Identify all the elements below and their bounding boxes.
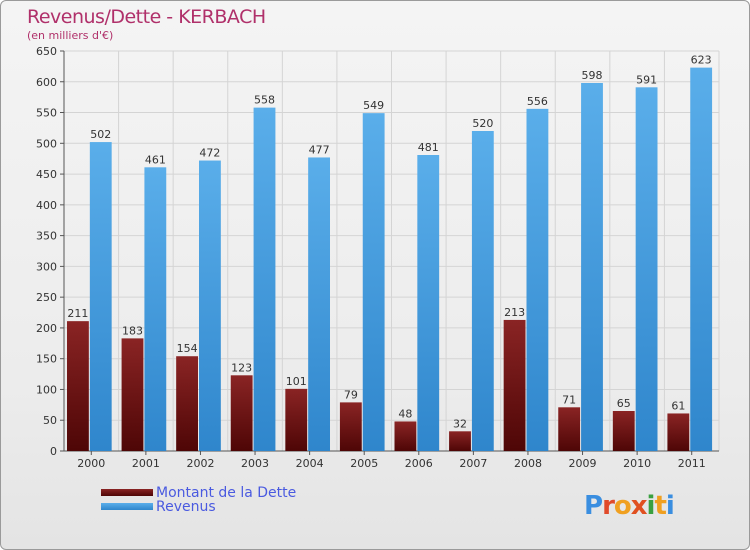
x-tick-label: 2001 (132, 457, 160, 470)
value-label-dette: 48 (398, 407, 412, 420)
bar-revenus (471, 131, 494, 451)
bar-revenus (89, 142, 112, 452)
y-tick-label: 650 (36, 45, 57, 58)
y-tick-label: 500 (36, 137, 57, 150)
bar-revenus (690, 67, 713, 451)
x-tick-label: 2005 (350, 457, 378, 470)
legend-label-dette: Montant de la Dette (156, 485, 297, 501)
value-label-dette: 32 (453, 417, 467, 430)
value-label-dette: 71 (562, 393, 576, 406)
bar-dette (394, 421, 417, 451)
bar-dette (612, 411, 635, 451)
bar-dette (176, 356, 198, 451)
y-tick-label: 600 (36, 76, 57, 89)
y-tick-label: 400 (36, 199, 57, 212)
value-label-revenus: 558 (254, 94, 275, 107)
value-label-dette: 183 (122, 324, 143, 337)
bar-revenus (635, 87, 658, 452)
bar-dette (667, 413, 690, 451)
x-tick-label: 2003 (241, 457, 269, 470)
chart-title: Revenus/Dette - KERBACH (27, 6, 266, 28)
value-label-revenus: 461 (145, 153, 166, 166)
y-tick-label: 550 (36, 107, 57, 120)
bar-dette (558, 407, 581, 451)
value-label-dette: 154 (177, 342, 198, 355)
bar-revenus (526, 108, 549, 451)
y-tick-label: 100 (36, 383, 57, 396)
bar-revenus (362, 113, 385, 452)
value-label-revenus: 591 (636, 73, 657, 86)
chart-subtitle: (en milliers d'€) (27, 29, 114, 42)
bar-dette (503, 319, 526, 451)
legend-label-revenus: Revenus (156, 499, 216, 515)
x-tick-label: 2011 (678, 457, 706, 470)
bar-dette (449, 431, 471, 451)
x-tick-label: 2004 (296, 457, 324, 470)
logo-letter: x (630, 491, 648, 521)
axes: 0 50 100 150 200 250 300 350 400 450 500 550 600 650 2… (36, 45, 719, 470)
x-tick-label: 2007 (459, 457, 487, 470)
bars (67, 67, 713, 452)
value-label-dette: 123 (231, 361, 252, 374)
value-label-dette: 213 (504, 306, 525, 319)
x-tick-label: 2000 (77, 457, 105, 470)
y-tick-label: 150 (36, 353, 57, 366)
y-tick-label: 200 (36, 322, 57, 335)
value-label-revenus: 556 (527, 95, 548, 108)
value-label-revenus: 598 (582, 69, 603, 82)
bar-revenus (253, 107, 276, 451)
logo-letter: P (584, 491, 603, 521)
bar-dette (121, 338, 144, 451)
value-label-dette: 61 (671, 399, 685, 412)
value-label-revenus: 477 (309, 143, 330, 156)
legend-swatch-dette (101, 489, 153, 496)
logo-letter: t (654, 491, 666, 521)
value-label-revenus: 520 (472, 117, 493, 130)
value-label-revenus: 623 (691, 54, 712, 67)
value-label-dette: 65 (617, 397, 631, 410)
value-label-revenus: 502 (90, 128, 111, 141)
y-tick-label: 350 (36, 230, 57, 243)
y-tick-label: 450 (36, 168, 57, 181)
bar-dette (67, 321, 89, 451)
bar-dette (230, 375, 253, 451)
legend-swatch-revenus (101, 503, 153, 510)
proxiti-logo: Proxiti (584, 491, 675, 521)
bar-revenus (144, 167, 167, 452)
value-label-revenus: 481 (418, 141, 439, 154)
x-tick-label: 2006 (405, 457, 433, 470)
y-tick-label: 50 (43, 414, 57, 427)
bar-dette (285, 388, 308, 451)
y-tick-label: 300 (36, 260, 57, 273)
logo-letter: i (665, 491, 675, 521)
bar-revenus (308, 157, 330, 451)
bar-revenus (417, 155, 440, 451)
logo-letter: o (613, 491, 632, 521)
x-tick-label: 2010 (623, 457, 651, 470)
x-tick-label: 2008 (514, 457, 542, 470)
value-label-dette: 101 (286, 375, 307, 388)
value-label-dette: 79 (344, 388, 358, 401)
x-tick-label: 2002 (186, 457, 214, 470)
y-tick-label: 0 (50, 445, 57, 458)
logo-letter: r (602, 491, 615, 521)
value-label-revenus: 549 (363, 99, 384, 112)
value-label-dette: 211 (67, 307, 88, 320)
logo-letter: i (646, 491, 656, 521)
x-tick-label: 2009 (569, 457, 597, 470)
bar-revenus (581, 83, 603, 451)
bar-revenus (199, 160, 221, 452)
labels: 211 183 154 123 101 79 48 32 213 71 65 61 502 461 472 5… (67, 54, 711, 431)
value-label-revenus: 472 (199, 147, 220, 160)
y-tick-label: 250 (36, 291, 57, 304)
bar-dette (339, 402, 362, 451)
